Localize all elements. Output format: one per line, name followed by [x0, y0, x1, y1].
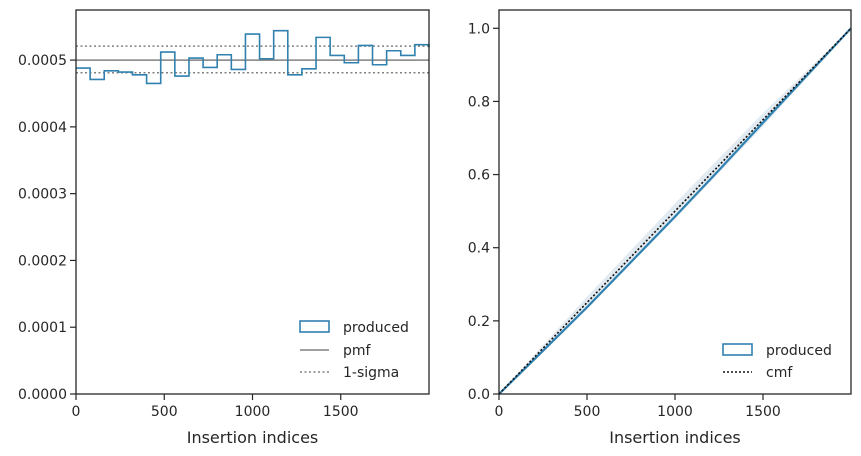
right-xlabel: Insertion indices	[609, 428, 741, 447]
right-xtick-label: 1000	[657, 404, 693, 420]
left-ytick-label: 0.0002	[18, 253, 67, 269]
legend-sigma-label: 1-sigma	[343, 365, 399, 381]
right-xtick-label: 1500	[745, 404, 781, 420]
legend-produced-swatch	[299, 320, 330, 333]
right-chart-panel: Insertion indices 0 500 1000 1500 0.0 0.2 0.4 0…	[468, 9, 852, 447]
right-cmf-line	[498, 27, 852, 395]
right-axes-frame	[498, 9, 852, 395]
legend-produced-swatch	[722, 343, 753, 356]
legend-pmf-label: pmf	[343, 343, 372, 359]
left-ytick-label: 0.0004	[18, 120, 67, 136]
legend-produced-label: produced	[343, 320, 409, 336]
right-produced-line	[498, 27, 852, 395]
right-xtick-label: 500	[574, 404, 601, 420]
right-xtick-label: 0	[495, 404, 504, 420]
left-xtick-label: 0	[72, 404, 81, 420]
legend-produced-label: produced	[766, 343, 832, 359]
right-ytick-label: 0.4	[468, 241, 490, 257]
left-ytick-label: 0.0000	[18, 387, 67, 403]
left-xtick-label: 1000	[235, 404, 271, 420]
left-produced-step	[76, 29, 430, 85]
left-legend: produced pmf 1-sigma	[299, 320, 409, 381]
right-legend: produced cmf	[722, 343, 832, 381]
left-ytick-label: 0.0003	[18, 187, 67, 203]
right-ytick-label: 0.2	[468, 314, 490, 330]
right-ytick-label: 1.0	[468, 21, 490, 37]
left-ytick-label: 0.0001	[18, 320, 67, 336]
left-axes-frame	[75, 9, 430, 395]
right-ytick-label: 0.6	[468, 168, 490, 184]
left-ytick-label: 0.0005	[18, 53, 67, 69]
right-ytick-label: 0.0	[468, 387, 490, 403]
left-xtick-label: 1500	[323, 404, 359, 420]
right-ytick-label: 0.8	[468, 94, 490, 110]
left-chart-panel: Insertion indices 0 500 1000 1500 0.0000 0.00…	[18, 9, 430, 447]
legend-cmf-label: cmf	[766, 365, 793, 381]
left-xlabel: Insertion indices	[187, 428, 319, 447]
left-xtick-label: 500	[151, 404, 178, 420]
